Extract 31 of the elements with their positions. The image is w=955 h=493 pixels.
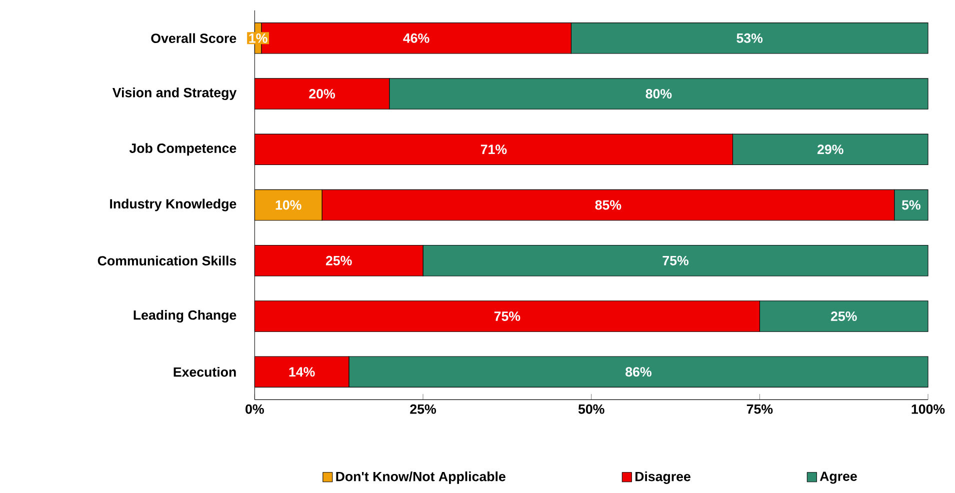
x-tick-label: 50% [578,404,604,414]
data-label: 71% [480,144,507,154]
data-label: 10% [276,200,302,210]
data-label: 75% [662,256,688,266]
x-tick-label: 75% [746,404,773,414]
data-label: 46% [403,33,430,43]
data-label: 80% [646,89,672,98]
data-label: 86% [626,367,652,377]
data-label: 5% [902,200,920,210]
data-label: 20% [309,89,335,98]
data-label: 25% [326,256,352,266]
data-label: 25% [830,312,857,321]
data-label: 75% [494,312,520,321]
y-tick-label: Job Competence [129,143,236,156]
y-tick-label: Leading Change [134,310,236,322]
legend-label: Disagree [635,471,690,484]
data-label: 85% [595,200,622,210]
y-tick-label: Communication Skills [98,256,236,266]
x-tick-label: 0% [246,404,264,414]
data-label: 14% [289,367,315,377]
x-tick-label: 25% [410,404,436,414]
data-label: 29% [817,144,844,154]
y-tick-label: Overall Score [151,33,236,44]
y-tick-label: Execution [174,366,236,377]
data-label: 53% [736,33,763,43]
legend-label: Agree [820,472,857,484]
y-tick-label: Vision and Strategy [112,88,237,100]
legend-label: Don't Know/Not Applicable [336,471,506,484]
y-tick-label: Industry Knowledge [110,198,236,212]
data-label: 1% [249,33,268,43]
x-tick-label: 100% [912,404,945,414]
